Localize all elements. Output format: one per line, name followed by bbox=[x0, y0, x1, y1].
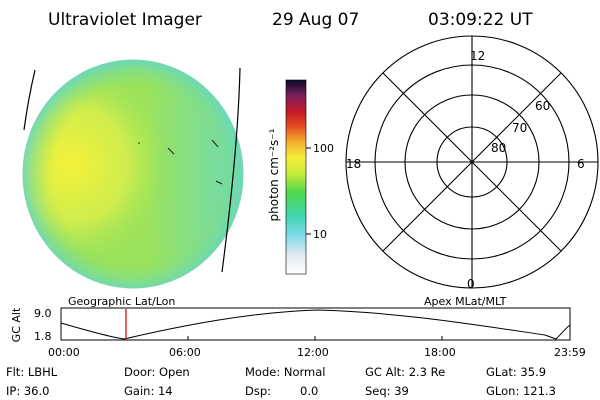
status-seq: Seq: 39 bbox=[365, 384, 409, 398]
header-title: Ultraviolet Imager bbox=[48, 10, 202, 30]
colorbar bbox=[285, 79, 307, 275]
status-ip: IP: 36.0 bbox=[6, 384, 49, 398]
header-date: 29 Aug 07 bbox=[272, 10, 359, 30]
status-mode: Mode: Normal bbox=[245, 365, 325, 379]
status-dsp-value: 0.0 bbox=[300, 384, 318, 398]
mlt-label-18: 18 bbox=[346, 157, 361, 171]
lat-label-60: 60 bbox=[535, 99, 550, 113]
lat-label-70: 70 bbox=[512, 121, 527, 135]
mlt-label-6: 6 bbox=[577, 157, 585, 171]
altitude-chart bbox=[60, 307, 571, 341]
altitude-curve bbox=[60, 309, 571, 340]
mlt-label-0: 0 bbox=[467, 277, 475, 291]
altitude-xtick: 23:59 bbox=[554, 346, 586, 359]
header-time: 03:09:22 UT bbox=[428, 10, 533, 30]
altitude-frame bbox=[60, 307, 571, 341]
left-limb-arc bbox=[23, 69, 36, 131]
apex-label: Apex MLat/MLT bbox=[424, 295, 507, 308]
uv-disk-image bbox=[22, 59, 244, 289]
disk-limb bbox=[23, 60, 243, 288]
status-glat: GLat: 35.9 bbox=[486, 365, 546, 379]
altitude-ytick-9: 9.0 bbox=[34, 307, 52, 320]
status-dsp-label: Dsp: bbox=[245, 384, 271, 398]
lat-label-80: 80 bbox=[491, 141, 506, 155]
geographic-label: Geographic Lat/Lon bbox=[68, 295, 175, 308]
altitude-xtick: 12:00 bbox=[297, 346, 329, 359]
disk-outline bbox=[22, 59, 244, 289]
status-door: Door: Open bbox=[124, 365, 190, 379]
mlt-label-12: 12 bbox=[470, 49, 485, 63]
colorbar-tick-10: 10 bbox=[313, 228, 327, 241]
status-flt: Flt: LBHL bbox=[6, 365, 58, 379]
altitude-xtick: 00:00 bbox=[48, 346, 80, 359]
polar-diagonal bbox=[382, 72, 562, 252]
disk-mark bbox=[215, 180, 223, 185]
polar-plot bbox=[345, 35, 599, 289]
disk-mark bbox=[167, 147, 175, 155]
status-gain: Gain: 14 bbox=[124, 384, 173, 398]
disk-mark bbox=[211, 139, 219, 148]
right-limb-arc bbox=[221, 67, 241, 273]
disk-mark bbox=[138, 142, 140, 144]
altitude-xtick: 06:00 bbox=[169, 346, 201, 359]
altitude-axis-label: GC Alt bbox=[10, 307, 23, 342]
altitude-xtick: 18:00 bbox=[424, 346, 456, 359]
colorbar-tick-100: 100 bbox=[313, 142, 334, 155]
status-glon: GLon: 121.3 bbox=[486, 384, 556, 398]
altitude-ytick-1-8: 1.8 bbox=[34, 330, 52, 343]
status-gc-alt: GC Alt: 2.3 Re bbox=[365, 365, 445, 379]
colorbar-label: photon cm⁻²s⁻¹ bbox=[267, 128, 281, 221]
